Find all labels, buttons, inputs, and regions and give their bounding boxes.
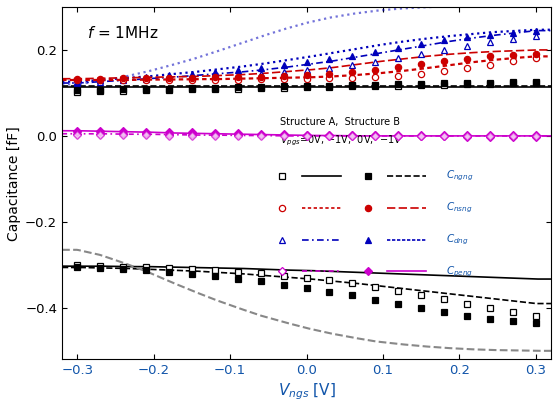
Text: $C_{ngng}$: $C_{ngng}$ (446, 169, 473, 183)
X-axis label: $\it{V}$$_{ngs}$ [V]: $\it{V}$$_{ngs}$ [V] (277, 382, 335, 402)
Text: Structure A,  Structure B: Structure A, Structure B (280, 117, 400, 127)
Text: $\it{V}$$_{pgs}$=0V, $-$1V,  0V,  $-$1V: $\it{V}$$_{pgs}$=0V, $-$1V, 0V, $-$1V (280, 133, 402, 148)
Text: $\it{f}$ = 1MHz: $\it{f}$ = 1MHz (86, 25, 158, 40)
Text: $C_{peng}$: $C_{peng}$ (446, 264, 473, 279)
Y-axis label: Capacitance [fF]: Capacitance [fF] (7, 126, 21, 240)
Text: $C_{dng}$: $C_{dng}$ (446, 232, 469, 247)
Text: $C_{nsng}$: $C_{nsng}$ (446, 201, 473, 215)
